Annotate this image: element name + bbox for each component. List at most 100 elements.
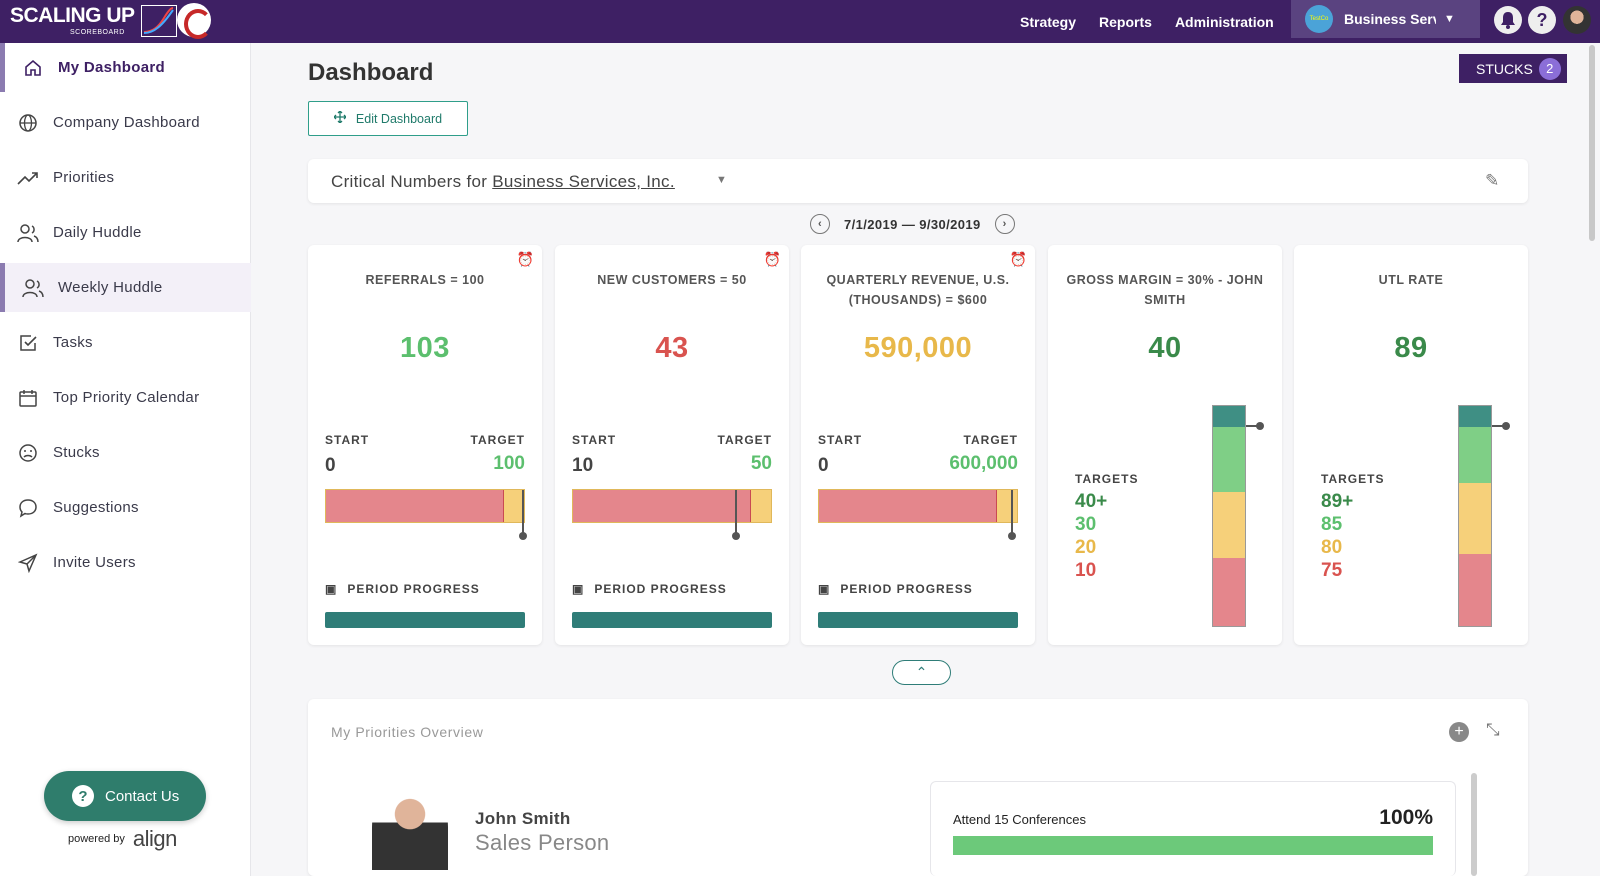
trend-icon	[17, 167, 39, 189]
priorities-scrollbar[interactable]	[1471, 773, 1477, 876]
start-value: 0	[325, 455, 336, 476]
kpi-progress-fill	[819, 490, 998, 522]
nav-reports[interactable]: Reports	[1099, 13, 1152, 30]
chevron-down-icon[interactable]: ▼	[716, 174, 727, 186]
chevron-left-icon[interactable]: ‹	[810, 214, 830, 234]
priorities-overview-title: My Priorities Overview	[331, 724, 484, 740]
gauge-current-marker	[1492, 422, 1510, 430]
user-avatar[interactable]	[1563, 6, 1591, 34]
calendar-icon: ▣	[818, 582, 831, 596]
stucks-count-badge: 2	[1538, 57, 1561, 80]
target-tier-2: 85	[1321, 514, 1343, 535]
kpi-progress-bar	[818, 489, 1018, 540]
critical-numbers-title: Critical Numbers for Business Services, …	[331, 172, 675, 192]
critical-prefix: Critical Numbers for	[331, 172, 488, 191]
kpi-card[interactable]: GROSS MARGIN = 30% - JOHN SMITH 40 TARGE…	[1048, 245, 1282, 645]
frown-icon	[17, 442, 39, 464]
home-icon	[22, 57, 44, 79]
nav-administration[interactable]: Administration	[1174, 13, 1274, 30]
target-tier-4: 75	[1321, 560, 1343, 581]
align-logo: align	[132, 826, 177, 851]
period-progress-bar	[572, 612, 772, 628]
kpi-title: UTL RATE	[1378, 273, 1444, 287]
collapse-arrows-icon[interactable]: ⤡	[1486, 720, 1500, 739]
start-value: 10	[572, 455, 594, 476]
kpi-progress-bar	[572, 489, 772, 540]
contact-us-label: Contact Us	[105, 787, 180, 805]
business-avatar: TestCo	[1305, 5, 1333, 33]
kpi-card[interactable]: UTL RATE 89 TARGETS 89+ 85 80 75	[1294, 245, 1528, 645]
sidebar-item-my-dashboard[interactable]: My Dashboard	[0, 43, 251, 92]
chevron-down-icon: ▼	[1444, 13, 1455, 25]
chat-icon	[17, 497, 39, 519]
nav-strategy[interactable]: Strategy	[1020, 13, 1077, 30]
kpi-title: NEW CUSTOMERS = 50	[597, 273, 747, 287]
sidebar-item-company-dashboard[interactable]: Company Dashboard	[0, 98, 251, 147]
company-badge-icon	[177, 3, 212, 39]
move-icon	[333, 110, 347, 126]
users-icon	[22, 277, 44, 299]
period-progress-label: ▣ PERIOD PROGRESS	[572, 582, 727, 596]
target-value: 100	[493, 453, 525, 474]
chevron-up-icon: ⌃	[915, 664, 928, 680]
sidebar: My Dashboard Company Dashboard Prioritie…	[0, 43, 251, 876]
help-icon[interactable]: ?	[1528, 6, 1556, 34]
sidebar-item-tasks[interactable]: Tasks	[0, 318, 251, 367]
chevron-right-icon[interactable]: ›	[994, 214, 1015, 234]
sidebar-item-label: Stucks	[53, 444, 100, 461]
period-progress-text: PERIOD PROGRESS	[594, 582, 727, 596]
priority-item[interactable]: Attend 15 Conferences 100%	[930, 781, 1456, 876]
business-selector[interactable]: TestCo Business Services, Inc. ▼	[1291, 0, 1480, 38]
powered-by: powered by align	[68, 826, 177, 852]
contact-us-button[interactable]: ? Contact Us	[44, 771, 206, 821]
sidebar-item-weekly-huddle[interactable]: Weekly Huddle	[0, 263, 251, 312]
period-progress-text: PERIOD PROGRESS	[347, 582, 480, 596]
pencil-icon[interactable]: ✎	[1485, 171, 1500, 190]
bell-icon[interactable]	[1494, 6, 1522, 34]
target-tier-1: 40+	[1075, 491, 1108, 512]
edit-dashboard-button[interactable]: Edit Dashboard	[308, 101, 468, 136]
kpi-card[interactable]: ⏰ QUARTERLY REVENUE, U.S. (THOUSANDS) = …	[801, 245, 1035, 645]
period-progress-text: PERIOD PROGRESS	[840, 582, 973, 596]
send-icon	[17, 552, 39, 574]
sidebar-item-label: Daily Huddle	[53, 224, 142, 241]
app-logo[interactable]: SCALING UP SCOREBOARD	[10, 5, 177, 37]
alarm-icon[interactable]: ⏰	[763, 251, 781, 267]
kpi-value: 43	[655, 332, 689, 364]
targets-label: TARGETS	[1075, 472, 1139, 486]
alarm-icon[interactable]: ⏰	[1009, 251, 1027, 267]
kpi-progress-fill	[326, 490, 505, 522]
sidebar-item-priorities[interactable]: Priorities	[0, 153, 251, 202]
person-name: John Smith	[475, 809, 571, 828]
priority-item-progress-bar	[953, 836, 1433, 855]
alarm-icon[interactable]: ⏰	[516, 251, 534, 267]
sidebar-item-label: My Dashboard	[58, 59, 165, 76]
sidebar-item-suggestions[interactable]: Suggestions	[0, 483, 251, 532]
kpi-card[interactable]: ⏰ REFERRALS = 100 103 START TARGET 0 100…	[308, 245, 542, 645]
period-progress-label: ▣ PERIOD PROGRESS	[818, 582, 973, 596]
period-progress-label: ▣ PERIOD PROGRESS	[325, 582, 480, 596]
sidebar-item-daily-huddle[interactable]: Daily Huddle	[0, 208, 251, 257]
target-label: TARGET	[963, 433, 1018, 447]
target-tier-4: 10	[1075, 560, 1097, 581]
powered-by-label: powered by	[68, 833, 125, 845]
company-link[interactable]: Business Services, Inc.	[492, 172, 675, 191]
sidebar-item-top-priority-calendar[interactable]: Top Priority Calendar	[0, 373, 251, 422]
target-tier-1: 89+	[1321, 491, 1354, 512]
stucks-button[interactable]: STUCKS 2	[1459, 54, 1567, 83]
priority-item-percent: 100%	[1379, 806, 1433, 829]
target-tier-2: 30	[1075, 514, 1097, 535]
critical-numbers-header: Critical Numbers for Business Services, …	[308, 159, 1528, 203]
priorities-overview-panel: My Priorities Overview + ⤡ John Smith Sa…	[308, 699, 1528, 876]
sidebar-item-invite-users[interactable]: Invite Users	[0, 538, 251, 587]
sidebar-item-stucks[interactable]: Stucks	[0, 428, 251, 477]
target-tier-3: 20	[1075, 537, 1097, 558]
page-scrollbar[interactable]	[1589, 45, 1595, 241]
kpi-card[interactable]: ⏰ NEW CUSTOMERS = 50 43 START TARGET 10 …	[555, 245, 789, 645]
sidebar-item-label: Top Priority Calendar	[53, 389, 200, 406]
kpi-current-marker	[732, 490, 741, 540]
calendar-icon: ▣	[325, 582, 338, 596]
collapse-cards-button[interactable]: ⌃	[892, 660, 951, 685]
add-icon[interactable]: +	[1449, 722, 1469, 742]
edit-dashboard-label: Edit Dashboard	[355, 111, 443, 126]
